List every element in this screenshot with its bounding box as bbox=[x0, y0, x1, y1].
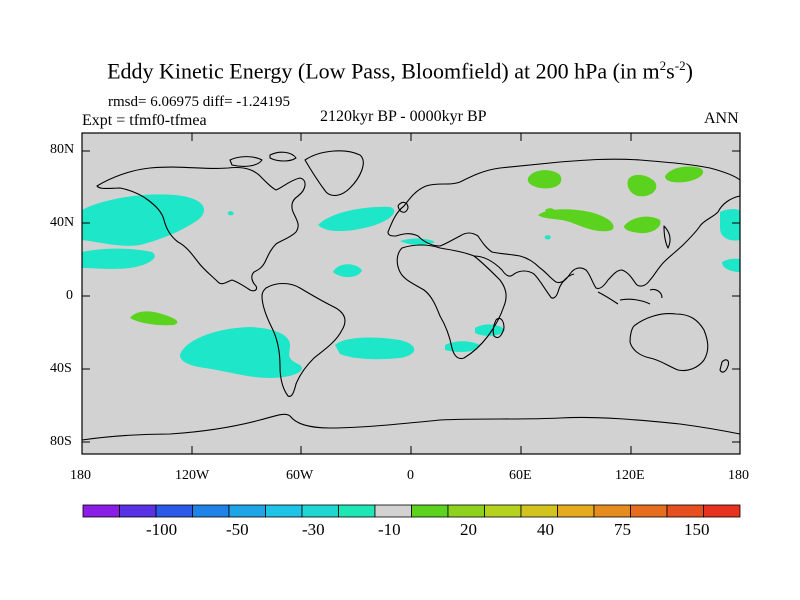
lat-label-0: 0 bbox=[66, 288, 73, 303]
colorbar-swatch bbox=[119, 504, 157, 518]
colorbar-swatch bbox=[630, 504, 668, 518]
anomaly-tropical-pacific bbox=[130, 311, 178, 326]
coast-british-isles bbox=[397, 201, 409, 213]
anomaly-central-atlantic bbox=[333, 264, 362, 278]
colorbar-label: 40 bbox=[537, 520, 554, 539]
colorbar-label: -10 bbox=[378, 520, 401, 539]
coast-new-zealand bbox=[719, 359, 730, 373]
colorbar-swatch bbox=[192, 504, 230, 518]
colorbar-swatch bbox=[520, 504, 558, 518]
anomaly-south-africa bbox=[445, 341, 480, 353]
coast-north-america bbox=[96, 166, 306, 292]
colorbar-swatch bbox=[447, 504, 485, 518]
anomaly-spot-africa bbox=[544, 235, 551, 240]
anomaly-west-siberia bbox=[527, 170, 562, 189]
anomaly-south-pacific bbox=[180, 327, 302, 378]
anomaly-spot-europe bbox=[545, 208, 555, 214]
season-text: ANN bbox=[704, 110, 739, 127]
lon-label-60e: 60E bbox=[509, 468, 532, 483]
coast-antarctica bbox=[81, 413, 741, 441]
colorbar bbox=[82, 504, 741, 518]
lat-label-40s: 40S bbox=[50, 361, 72, 376]
coast-arctic-islands bbox=[229, 151, 297, 167]
coast-eurasia bbox=[387, 158, 741, 290]
axis-ticks bbox=[81, 133, 741, 454]
colorbar-swatch bbox=[228, 504, 266, 518]
experiment-text: Expt = tfmf0-tfmea bbox=[82, 112, 207, 129]
coast-australia bbox=[629, 313, 709, 372]
colorbar-label: -30 bbox=[302, 520, 325, 539]
lat-label-40n: 40N bbox=[50, 215, 75, 230]
anomaly-north-atlantic bbox=[318, 206, 395, 232]
period-text: 2120kyr BP - 0000kyr BP bbox=[320, 108, 487, 125]
anomaly-north-pacific bbox=[82, 194, 205, 246]
anomaly-subtropical-pacific bbox=[82, 248, 155, 269]
anomaly-spot-pacific bbox=[227, 211, 234, 216]
colorbar-swatch bbox=[593, 504, 631, 518]
colorbar-swatch bbox=[374, 504, 412, 518]
colorbar-label: 150 bbox=[684, 520, 710, 539]
anomaly-southwest-indian bbox=[475, 324, 505, 336]
coast-south-asia bbox=[473, 255, 575, 299]
colorbar-swatch bbox=[155, 504, 193, 518]
anomaly-east-siberia bbox=[627, 174, 657, 197]
coastlines bbox=[81, 150, 741, 441]
coast-japan bbox=[663, 225, 671, 249]
colorbar-label: -50 bbox=[226, 520, 249, 539]
colorbar-swatch bbox=[666, 504, 704, 518]
anomaly-east-pacific-subtropics bbox=[722, 258, 740, 272]
coast-africa bbox=[396, 244, 507, 360]
anomaly-south-atlantic bbox=[335, 337, 415, 360]
colorbar-swatch bbox=[484, 504, 522, 518]
coast-madagascar bbox=[492, 317, 505, 339]
anomaly-northeast-asia bbox=[665, 166, 704, 183]
lon-label-0: 0 bbox=[407, 468, 414, 483]
colorbar-label: -100 bbox=[146, 520, 178, 539]
stats-text: rmsd= 6.06975 diff= -1.24195 bbox=[108, 94, 291, 110]
lon-label-180e: 180 bbox=[728, 468, 749, 483]
lat-label-80n: 80N bbox=[50, 142, 75, 157]
coast-south-america bbox=[261, 282, 346, 397]
colorbar-swatch bbox=[265, 504, 303, 518]
colorbar-swatch bbox=[82, 504, 120, 518]
colorbar-label: 75 bbox=[614, 520, 631, 539]
colorbar-label: 20 bbox=[460, 520, 477, 539]
colorbar-swatch bbox=[703, 504, 741, 518]
anomaly-central-asia bbox=[538, 209, 614, 232]
anomaly-east-pacific-north bbox=[720, 209, 740, 241]
colorbar-swatch bbox=[301, 504, 339, 518]
map-plot-area bbox=[81, 132, 741, 455]
colorbar-swatch bbox=[338, 504, 376, 518]
plot-title: Eddy Kinetic Energy (Low Pass, Bloomfiel… bbox=[107, 58, 693, 84]
lon-label-120e: 120E bbox=[615, 468, 645, 483]
coast-indonesia bbox=[597, 288, 663, 305]
lon-label-120w: 120W bbox=[175, 468, 210, 483]
colorbar-swatch bbox=[557, 504, 595, 518]
coast-greenland bbox=[304, 150, 364, 197]
negative-anomaly-contours bbox=[82, 194, 740, 378]
positive-anomaly-contours bbox=[130, 166, 704, 326]
anomaly-east-asia bbox=[624, 216, 661, 234]
anomaly-mid-atlantic bbox=[400, 238, 435, 245]
lon-label-180w: 180 bbox=[70, 468, 91, 483]
colorbar-swatch bbox=[411, 504, 449, 518]
lon-label-60w: 60W bbox=[286, 468, 314, 483]
lat-label-80s: 80S bbox=[50, 434, 72, 449]
